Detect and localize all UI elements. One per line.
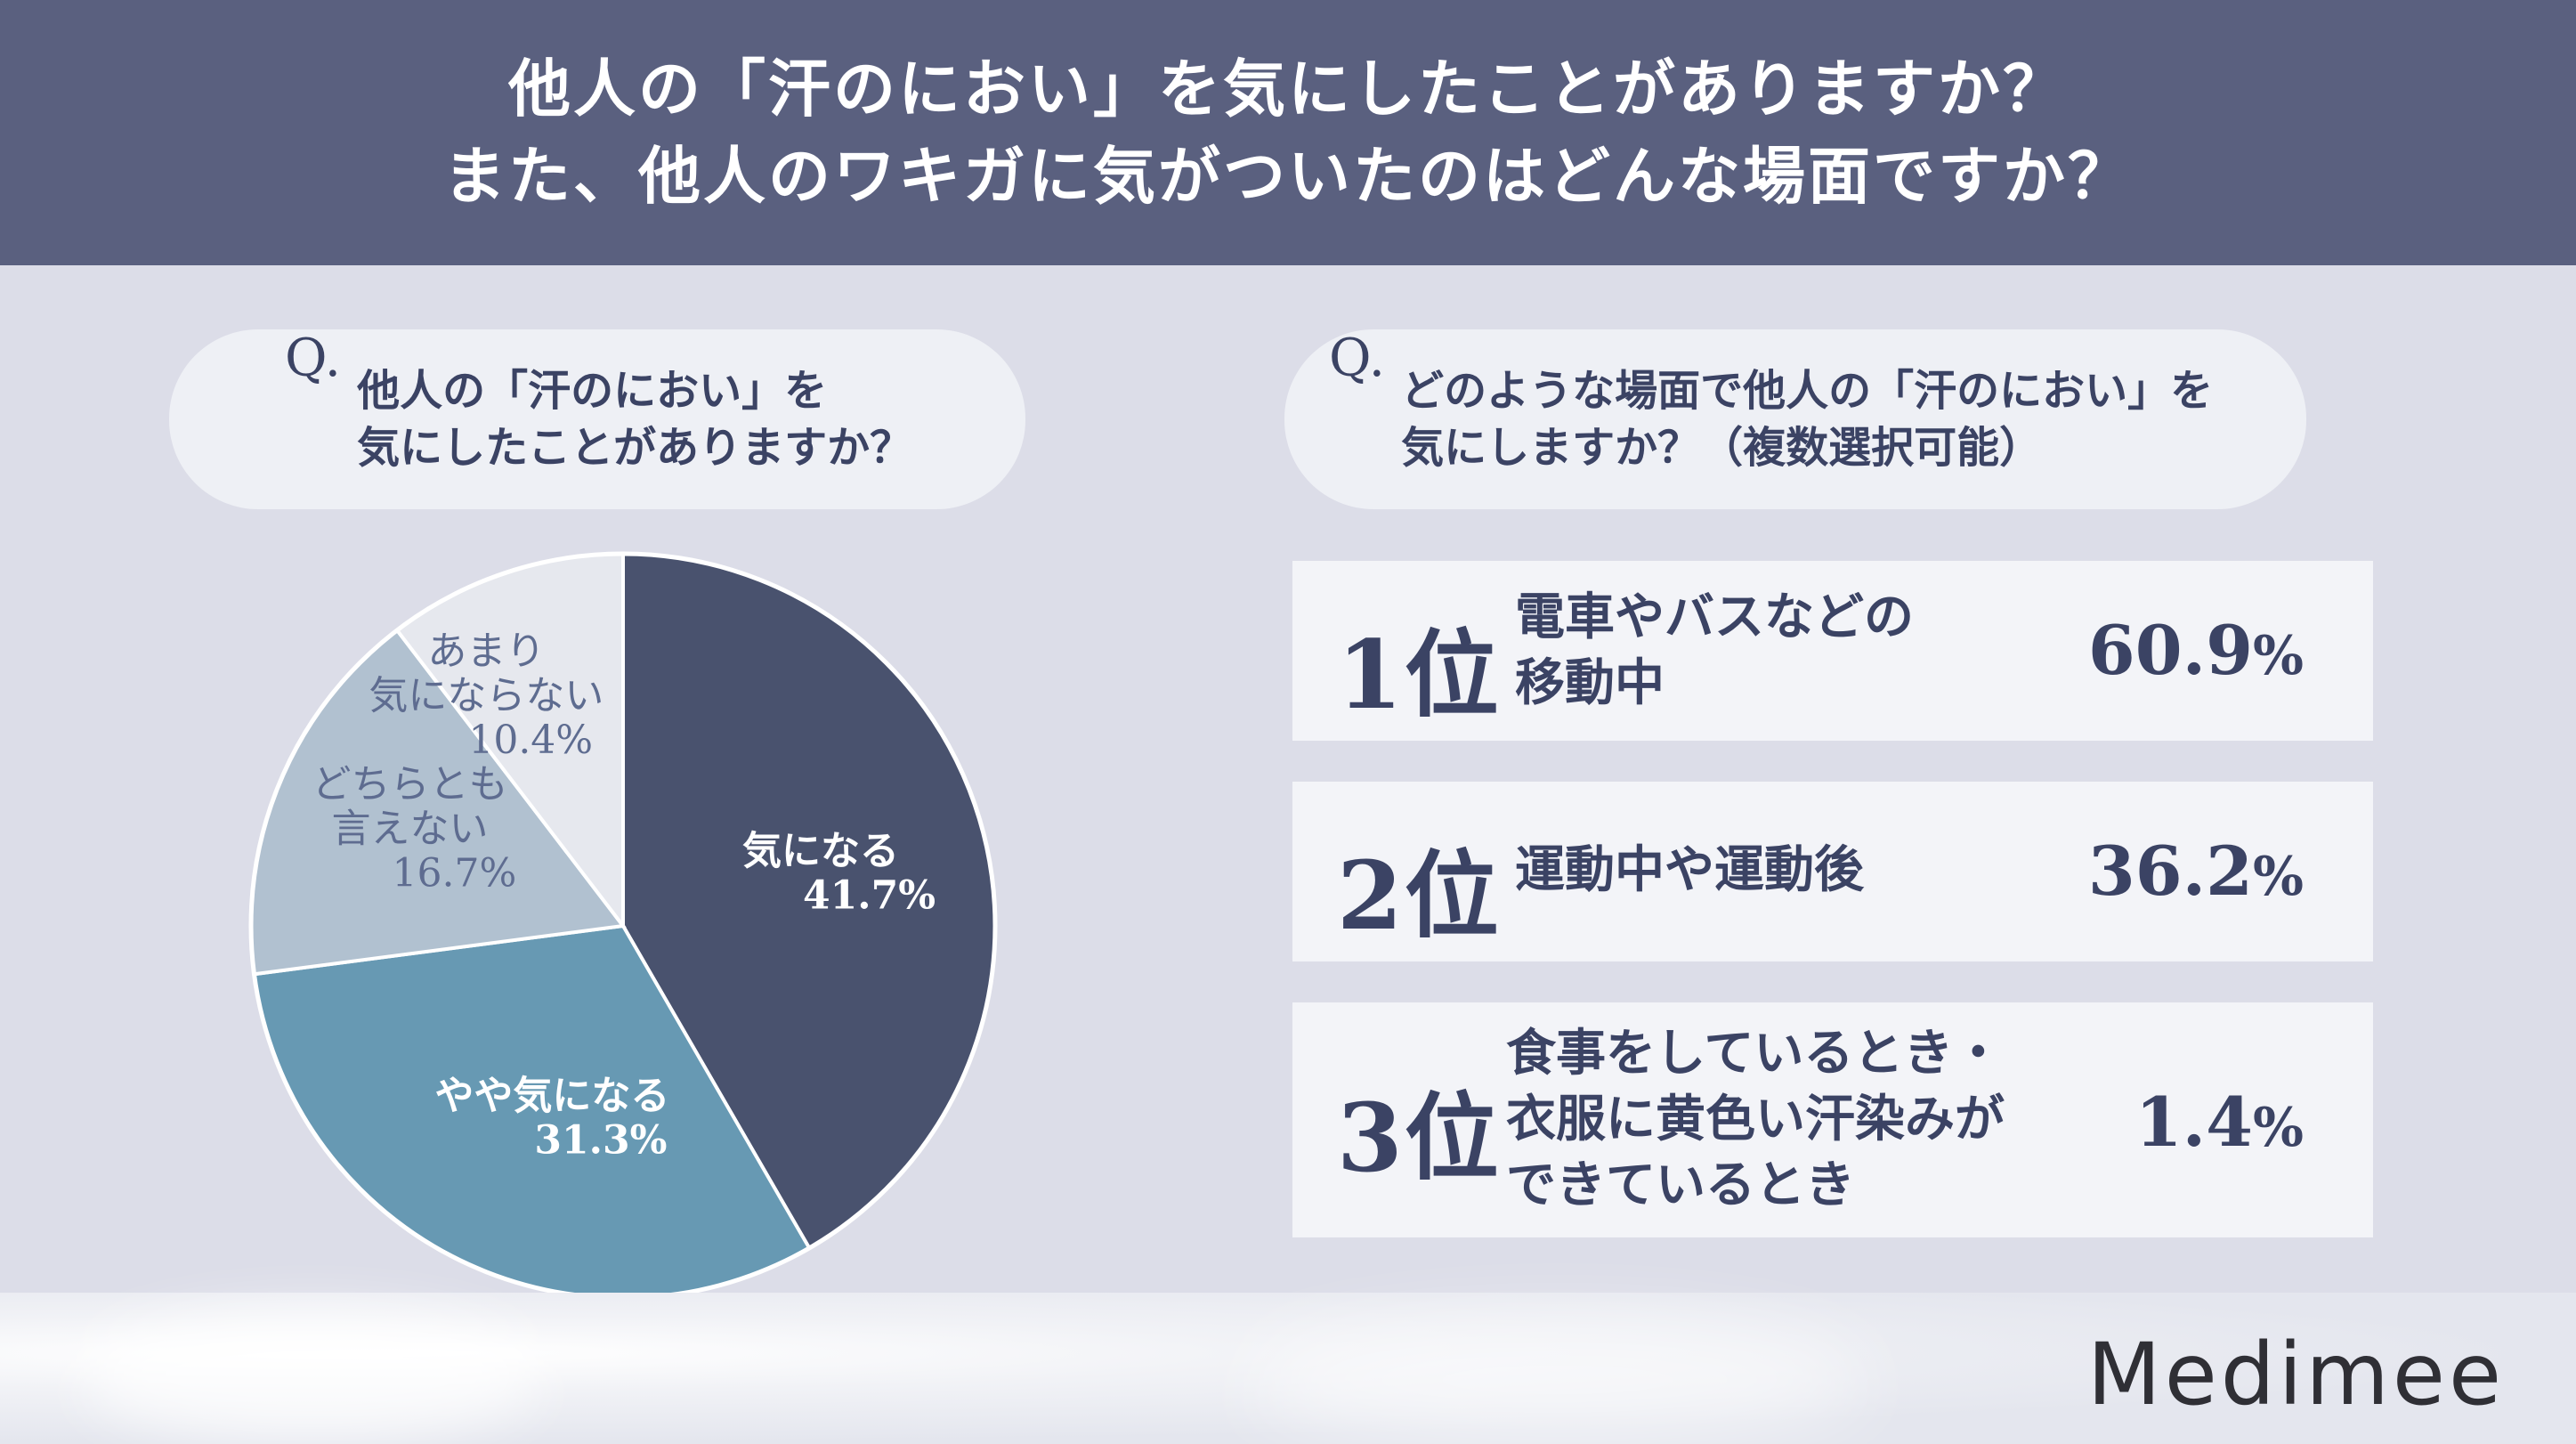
pie-value-label-2: 31.3%	[534, 1118, 667, 1164]
medimee-logo: Medimee	[2086, 1325, 2505, 1424]
pie-category-label-3: どちらとも	[312, 762, 507, 807]
rank-3-unit: %	[2252, 1097, 2304, 1159]
rank-value-1: 60.9%	[2088, 611, 2304, 690]
left-question-line-2: 気にしたことがありますか？	[357, 423, 913, 473]
rank-3-line-1: 食事をしているとき・	[1506, 1024, 2004, 1083]
pie-category-label-1: 気になる	[742, 828, 899, 873]
rank-2-value-number: 36.2	[2087, 832, 2253, 911]
rank-1-line-2: 移動中	[1515, 653, 1665, 712]
rank-1-value-number: 60.9	[2087, 611, 2253, 690]
rank-1-unit: %	[2252, 625, 2304, 687]
pie-category-label-4: 気にならない	[369, 673, 603, 718]
rank-3-line-2: 衣服に黄色い汗染みが	[1506, 1090, 2005, 1148]
rank-text-3: 食事をしているとき・ 衣服に黄色い汗染みが できているとき	[1506, 1020, 2005, 1218]
rank-2-unit: %	[2252, 846, 2304, 908]
pie-category-label-2: やや気になる	[434, 1074, 669, 1119]
pie-value-label-1: 41.7%	[803, 872, 936, 918]
rank-number-2: 2位	[1337, 840, 1501, 951]
right-question-text: どのような場面で他人の「汗のにおい」を 気にしますか？（複数選択可能）	[1401, 362, 2213, 476]
left-question-text: 他人の「汗のにおい」を 気にしたことがありますか？	[357, 362, 912, 476]
title-line-2: また、他人のワキガに気がついたのはどんな場面ですか？	[443, 139, 2133, 213]
right-question-line-1: どのような場面で他人の「汗のにおい」を	[1401, 366, 2214, 416]
left-question-prefix: Q.	[285, 328, 342, 388]
right-question-pill: Q. どのような場面で他人の「汗のにおい」を 気にしますか？（複数選択可能）	[1284, 329, 2306, 509]
rank-card-2: 2位 運動中や運動後 36.2%	[1292, 782, 2373, 961]
rank-3-line-3: できているとき	[1506, 1156, 1855, 1214]
rank-card-3: 3位 食事をしているとき・ 衣服に黄色い汗染みが できているとき 1.4%	[1292, 1002, 2373, 1237]
header-banner: 他人の「汗のにおい」を気にしたことがありますか？ また、他人のワキガに気がついた…	[0, 0, 2576, 265]
pie-category-label-3: 言えない	[331, 807, 488, 852]
rank-value-2: 36.2%	[2088, 832, 2304, 911]
pie-category-label-4: あまり	[427, 629, 545, 674]
rank-3-value-number: 1.4	[2135, 1083, 2253, 1162]
rank-2-line-1: 運動中や運動後	[1515, 840, 1864, 899]
rank-number-1: 1位	[1337, 619, 1501, 730]
rank-text-1: 電車やバスなどの 移動中	[1515, 584, 1914, 716]
right-question-line-2: 気にしますか？（複数選択可能）	[1401, 423, 2043, 473]
left-question-pill: Q. 他人の「汗のにおい」を 気にしたことがありますか？	[169, 329, 1025, 509]
title-line-1: 他人の「汗のにおい」を気にしたことがありますか？	[508, 52, 2068, 126]
right-question-prefix: Q.	[1329, 328, 1386, 388]
footer-glow-center	[1246, 1318, 1869, 1442]
pie-value-label-4: 10.4%	[468, 718, 593, 763]
rank-card-1: 1位 電車やバスなどの 移動中 60.9%	[1292, 561, 2373, 741]
rank-value-3: 1.4%	[2135, 1083, 2304, 1162]
left-question-line-1: 他人の「汗のにおい」を	[357, 366, 828, 416]
rank-text-2: 運動中や運動後	[1515, 837, 1864, 903]
pie-value-label-3: 16.7%	[392, 851, 516, 896]
footer-glow-left	[80, 1309, 543, 1442]
rank-1-line-1: 電車やバスなどの	[1515, 588, 1914, 646]
rank-number-3: 3位	[1337, 1082, 1501, 1193]
